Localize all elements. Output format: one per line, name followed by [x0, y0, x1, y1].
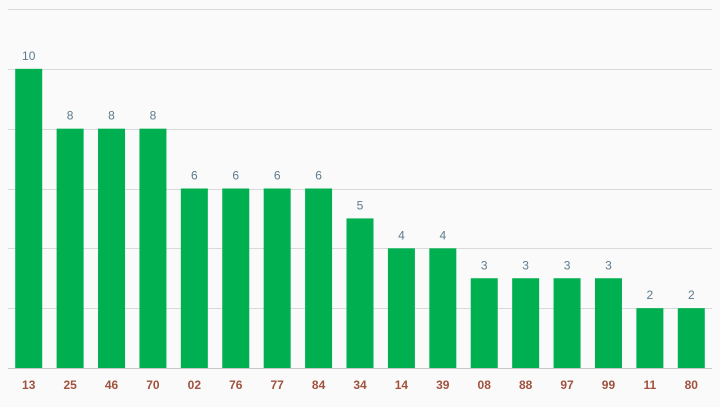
bar-97 [553, 278, 581, 368]
bar-34 [346, 218, 374, 368]
category-label-34: 34 [353, 378, 367, 392]
category-label-80: 80 [685, 378, 699, 392]
bar-77 [263, 188, 291, 368]
category-label-76: 76 [229, 378, 243, 392]
bar-39 [429, 248, 457, 368]
value-label-88: 3 [522, 258, 529, 272]
value-labels: 10 8 8 8 6 6 6 6 5 4 4 3 3 3 3 2 2 [22, 49, 695, 302]
bar-80 [677, 308, 705, 368]
value-label-02: 6 [191, 169, 198, 183]
value-label-46: 8 [108, 109, 115, 123]
category-label-13: 13 [22, 378, 36, 392]
value-label-97: 3 [564, 258, 571, 272]
bar-84 [305, 188, 333, 368]
value-label-34: 5 [357, 198, 364, 212]
category-label-11: 11 [644, 378, 657, 392]
value-label-08: 3 [481, 258, 488, 272]
category-label-84: 84 [312, 378, 326, 392]
bar-02 [180, 188, 208, 368]
bar-25 [56, 128, 84, 368]
category-label-99: 99 [602, 378, 616, 392]
bar-99 [594, 278, 622, 368]
bars [15, 68, 705, 368]
bar-46 [98, 128, 126, 368]
category-label-97: 97 [560, 378, 574, 392]
bar-14 [387, 248, 415, 368]
category-label-25: 25 [63, 378, 77, 392]
value-label-84: 6 [315, 169, 322, 183]
value-label-80: 2 [688, 288, 695, 302]
value-label-77: 6 [274, 169, 281, 183]
category-label-46: 46 [105, 378, 119, 392]
value-label-13: 10 [22, 49, 36, 63]
value-label-14: 4 [398, 228, 405, 242]
category-label-14: 14 [395, 378, 409, 392]
bar-13 [15, 68, 43, 368]
value-label-99: 3 [605, 258, 612, 272]
bar-08 [470, 278, 498, 368]
value-label-76: 6 [232, 169, 239, 183]
value-label-25: 8 [67, 109, 74, 123]
category-label-08: 08 [478, 378, 492, 392]
bar-88 [512, 278, 540, 368]
category-label-39: 39 [436, 378, 450, 392]
value-label-39: 4 [439, 228, 446, 242]
category-label-02: 02 [188, 378, 202, 392]
category-label-77: 77 [271, 378, 285, 392]
category-axis: 13 25 46 70 02 76 77 84 34 14 39 08 88 97 99 11 80 [22, 378, 698, 392]
bar-70 [139, 128, 167, 368]
category-label-70: 70 [146, 378, 160, 392]
bar-76 [222, 188, 250, 368]
bar-11 [636, 308, 664, 368]
category-label-88: 88 [519, 378, 533, 392]
value-label-11: 2 [647, 288, 654, 302]
value-label-70: 8 [150, 109, 157, 123]
